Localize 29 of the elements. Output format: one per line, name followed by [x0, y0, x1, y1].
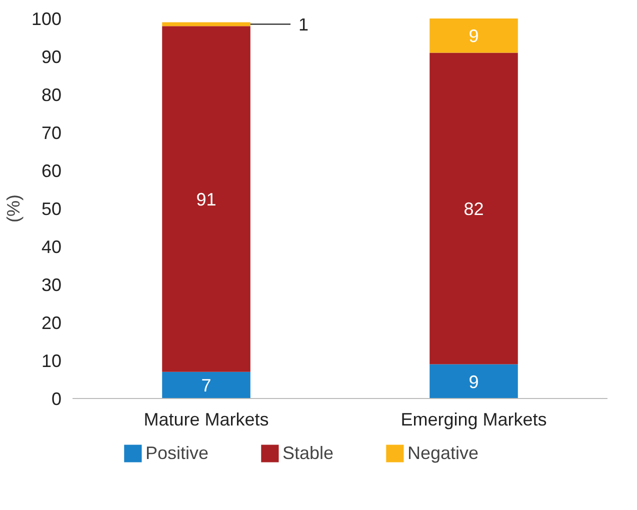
- y-tick-label: 100: [31, 9, 62, 29]
- x-tick-label: Mature Markets: [144, 410, 269, 430]
- data-label: 9: [468, 26, 479, 46]
- y-tick-label: 80: [41, 85, 62, 105]
- data-label: 9: [468, 372, 479, 392]
- y-tick-label: 0: [51, 389, 62, 409]
- bar: [162, 22, 250, 26]
- bar: [162, 26, 250, 372]
- bar: [430, 18, 518, 53]
- data-label: 1: [298, 14, 309, 35]
- y-tick-label: 90: [41, 47, 62, 67]
- y-tick-label: 20: [41, 313, 62, 333]
- y-tick-label: 40: [41, 237, 62, 257]
- y-tick-label: 50: [41, 199, 62, 219]
- data-label: 7: [201, 376, 212, 396]
- data-label: 82: [464, 199, 484, 219]
- legend-label: Positive: [145, 442, 208, 464]
- y-tick-label: 10: [41, 351, 62, 371]
- bar: [162, 372, 250, 398]
- bar: [430, 52, 518, 364]
- x-tick-label: Emerging Markets: [400, 410, 547, 430]
- y-tick-label: 70: [41, 123, 62, 143]
- bar: [430, 364, 518, 398]
- y-tick-label: 60: [41, 161, 62, 181]
- data-label: 91: [196, 190, 216, 210]
- y-tick-label: 30: [41, 275, 62, 295]
- y-axis-title: (%): [3, 194, 24, 222]
- legend-label: Stable: [282, 442, 334, 464]
- legend-label: Negative: [408, 442, 479, 464]
